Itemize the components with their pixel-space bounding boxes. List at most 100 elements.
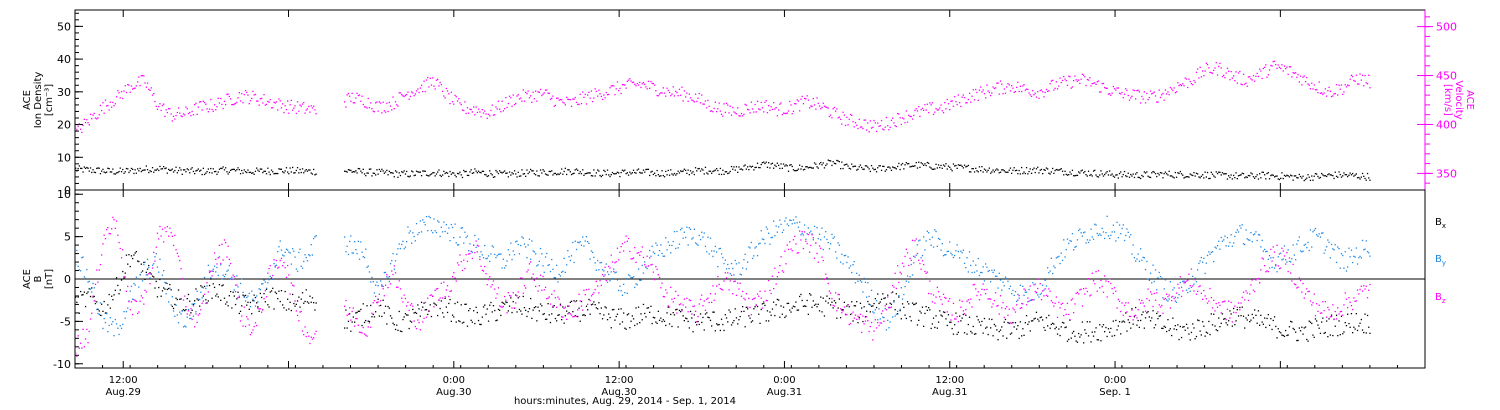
data-point: [1188, 333, 1190, 335]
data-point: [367, 172, 369, 174]
data-point: [1025, 315, 1028, 317]
data-point: [1078, 332, 1080, 335]
data-point: [205, 287, 207, 290]
data-point: [158, 106, 160, 108]
data-point: [533, 251, 535, 253]
data-point: [89, 318, 92, 320]
data-point: [538, 260, 540, 262]
data-point: [373, 300, 376, 302]
data-point: [809, 251, 811, 253]
data-point: [1144, 268, 1147, 271]
data-point: [568, 305, 570, 307]
data-point: [864, 316, 867, 318]
data-point: [225, 242, 227, 244]
data-point: [727, 263, 729, 266]
data-point: [813, 304, 816, 306]
data-point: [294, 172, 296, 174]
data-point: [792, 305, 795, 307]
data-point: [706, 312, 708, 314]
data-point: [889, 167, 891, 169]
data-point: [246, 296, 248, 299]
data-point: [363, 333, 366, 335]
data-point: [584, 294, 586, 296]
data-point: [1167, 91, 1169, 93]
data-point: [822, 102, 824, 104]
data-point: [686, 297, 688, 299]
data-point: [1037, 318, 1039, 320]
data-point: [587, 172, 589, 174]
data-point: [1347, 266, 1349, 268]
data-point: [986, 171, 988, 173]
data-point: [537, 306, 539, 308]
data-point: [888, 129, 890, 131]
data-point: [1363, 249, 1365, 251]
data-point: [634, 83, 636, 85]
data-point: [988, 298, 990, 300]
data-point: [947, 165, 950, 167]
data-point: [771, 308, 774, 310]
data-point: [135, 172, 137, 174]
data-point: [990, 172, 992, 174]
data-point: [346, 327, 348, 329]
y-tick-label: 10: [57, 188, 71, 201]
data-point: [1321, 232, 1323, 234]
data-point: [950, 252, 952, 254]
data-point: [1369, 87, 1371, 89]
data-point: [164, 288, 166, 290]
data-point: [210, 278, 212, 280]
data-point: [856, 301, 858, 303]
data-point: [287, 100, 289, 102]
data-point: [942, 293, 945, 295]
data-point: [1063, 314, 1065, 317]
data-point: [1226, 178, 1229, 180]
data-point: [274, 291, 276, 293]
data-point: [1028, 300, 1030, 302]
data-point: [1187, 86, 1189, 89]
data-point: [931, 301, 933, 303]
data-point: [946, 250, 948, 253]
data-point: [1233, 242, 1235, 244]
data-point: [81, 347, 83, 349]
data-point: [928, 111, 930, 114]
data-point: [1025, 304, 1028, 306]
data-point: [975, 333, 977, 335]
data-point: [287, 171, 289, 173]
data-point: [742, 290, 744, 293]
data-point: [872, 305, 874, 307]
data-point: [1047, 267, 1049, 269]
data-point: [1110, 174, 1112, 176]
data-point: [532, 273, 534, 275]
data-point: [629, 78, 631, 80]
data-point: [840, 261, 842, 263]
data-point: [899, 271, 901, 273]
data-point: [1231, 178, 1233, 180]
data-point: [258, 288, 260, 290]
data-point: [458, 173, 460, 175]
data-point: [621, 294, 624, 296]
data-point: [1147, 311, 1149, 313]
data-point: [724, 259, 726, 261]
data-point: [574, 301, 576, 303]
data-point: [543, 289, 545, 291]
data-point: [599, 313, 601, 315]
data-point: [125, 311, 128, 313]
data-point: [314, 174, 316, 176]
data-point: [278, 98, 280, 100]
data-point: [699, 313, 702, 315]
data-point: [1060, 252, 1062, 254]
data-point: [1063, 174, 1065, 176]
data-point: [903, 118, 905, 120]
data-point: [825, 300, 827, 302]
data-point: [1029, 285, 1031, 287]
data-point: [1224, 235, 1226, 237]
data-point: [512, 94, 514, 96]
data-point: [220, 264, 222, 266]
data-point: [1292, 244, 1294, 246]
data-point: [83, 276, 85, 278]
data-point: [963, 164, 966, 166]
data-point: [577, 103, 579, 106]
data-point: [868, 295, 870, 298]
data-point: [1209, 253, 1211, 255]
data-point: [720, 288, 723, 291]
data-point: [1172, 89, 1174, 92]
